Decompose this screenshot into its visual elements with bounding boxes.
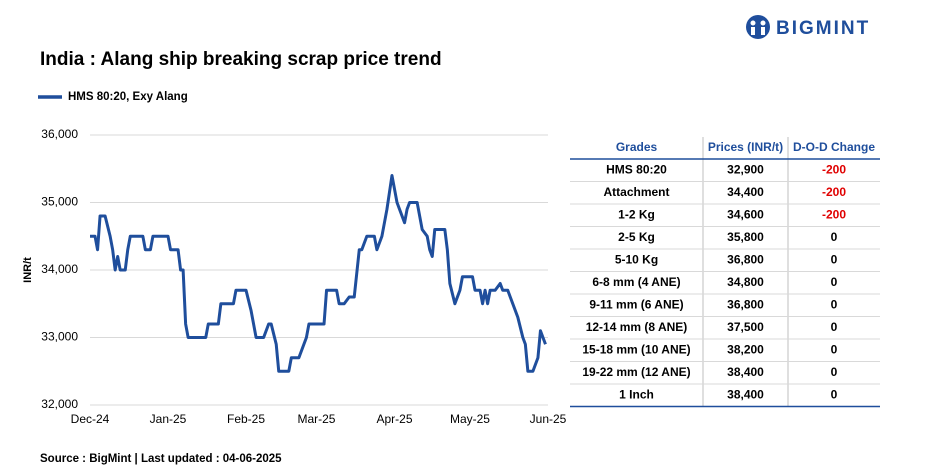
table-cell: Attachment — [603, 185, 669, 199]
column-header: Grades — [616, 140, 658, 154]
table-cell: 12-14 mm (8 ANE) — [586, 320, 688, 334]
table-cell: -200 — [822, 185, 846, 199]
x-tick-label: Feb-25 — [227, 412, 265, 426]
table-cell: 36,800 — [727, 297, 764, 311]
table-cell: 38,400 — [727, 365, 764, 379]
table-cell: 9-11 mm (6 ANE) — [589, 297, 683, 311]
x-tick-label: Dec-24 — [71, 412, 110, 426]
y-tick-label: 32,000 — [41, 397, 78, 411]
column-header: Prices (INR/t) — [708, 140, 783, 154]
y-tick-label: 35,000 — [41, 195, 78, 209]
table-cell: HMS 80:20 — [606, 162, 667, 176]
x-tick-label: Jun-25 — [530, 412, 567, 426]
x-tick-label: Apr-25 — [376, 412, 412, 426]
series-line — [90, 174, 547, 373]
table-cell: 1 Inch — [619, 387, 654, 401]
x-tick-label: Mar-25 — [297, 412, 335, 426]
chart-title: India : Alang ship breaking scrap price … — [40, 49, 442, 70]
table-cell: 19-22 mm (12 ANE) — [582, 365, 690, 379]
y-tick-label: 33,000 — [41, 330, 78, 344]
table-cell: 0 — [831, 342, 838, 356]
table-cell: 0 — [831, 365, 838, 379]
table-cell: 38,400 — [727, 387, 764, 401]
table-cell: 0 — [831, 275, 838, 289]
logo-icon — [746, 15, 770, 39]
table-cell: 0 — [831, 252, 838, 266]
table-cell: 0 — [831, 230, 838, 244]
price-table: Grades Prices (INR/t) D-O-D Change HMS 80:2… — [570, 137, 880, 408]
table-cell: -200 — [822, 162, 846, 176]
table-cell: 0 — [831, 387, 838, 401]
table-cell: 34,600 — [727, 207, 764, 221]
source: Source : BigMint | Last updated : 04-06-… — [40, 453, 282, 465]
table-header-bg — [570, 137, 880, 159]
table-cell: 36,800 — [727, 252, 764, 266]
table-cell: 1-2 Kg — [618, 207, 655, 221]
table-cell: 0 — [831, 320, 838, 334]
table-cell: 6-8 mm (4 ANE) — [592, 275, 680, 289]
table-cell: 5-10 Kg — [615, 252, 658, 266]
table-cell: 0 — [831, 297, 838, 311]
table-cell: -200 — [822, 207, 846, 221]
table-cell: 38,200 — [727, 342, 764, 356]
y-axis-label: INR/t — [22, 257, 34, 283]
x-tick-label: May-25 — [450, 412, 490, 426]
x-tick-label: Jan-25 — [150, 412, 187, 426]
table-cell: 32,900 — [727, 162, 764, 176]
column-header: D-O-D Change — [793, 140, 875, 154]
table-cell: 2-5 Kg — [618, 230, 655, 244]
table-cell: 15-18 mm (10 ANE) — [582, 342, 690, 356]
legend-label: HMS 80:20, Exy Alang — [68, 91, 188, 103]
table-cell: 34,400 — [727, 185, 764, 199]
table-cell: 34,800 — [727, 275, 764, 289]
logo: BIGMINT — [776, 18, 870, 39]
table-cell: 35,800 — [727, 230, 764, 244]
table-cell: 37,500 — [727, 320, 764, 334]
y-tick-label: 34,000 — [41, 262, 78, 276]
y-tick-label: 36,000 — [41, 127, 78, 141]
